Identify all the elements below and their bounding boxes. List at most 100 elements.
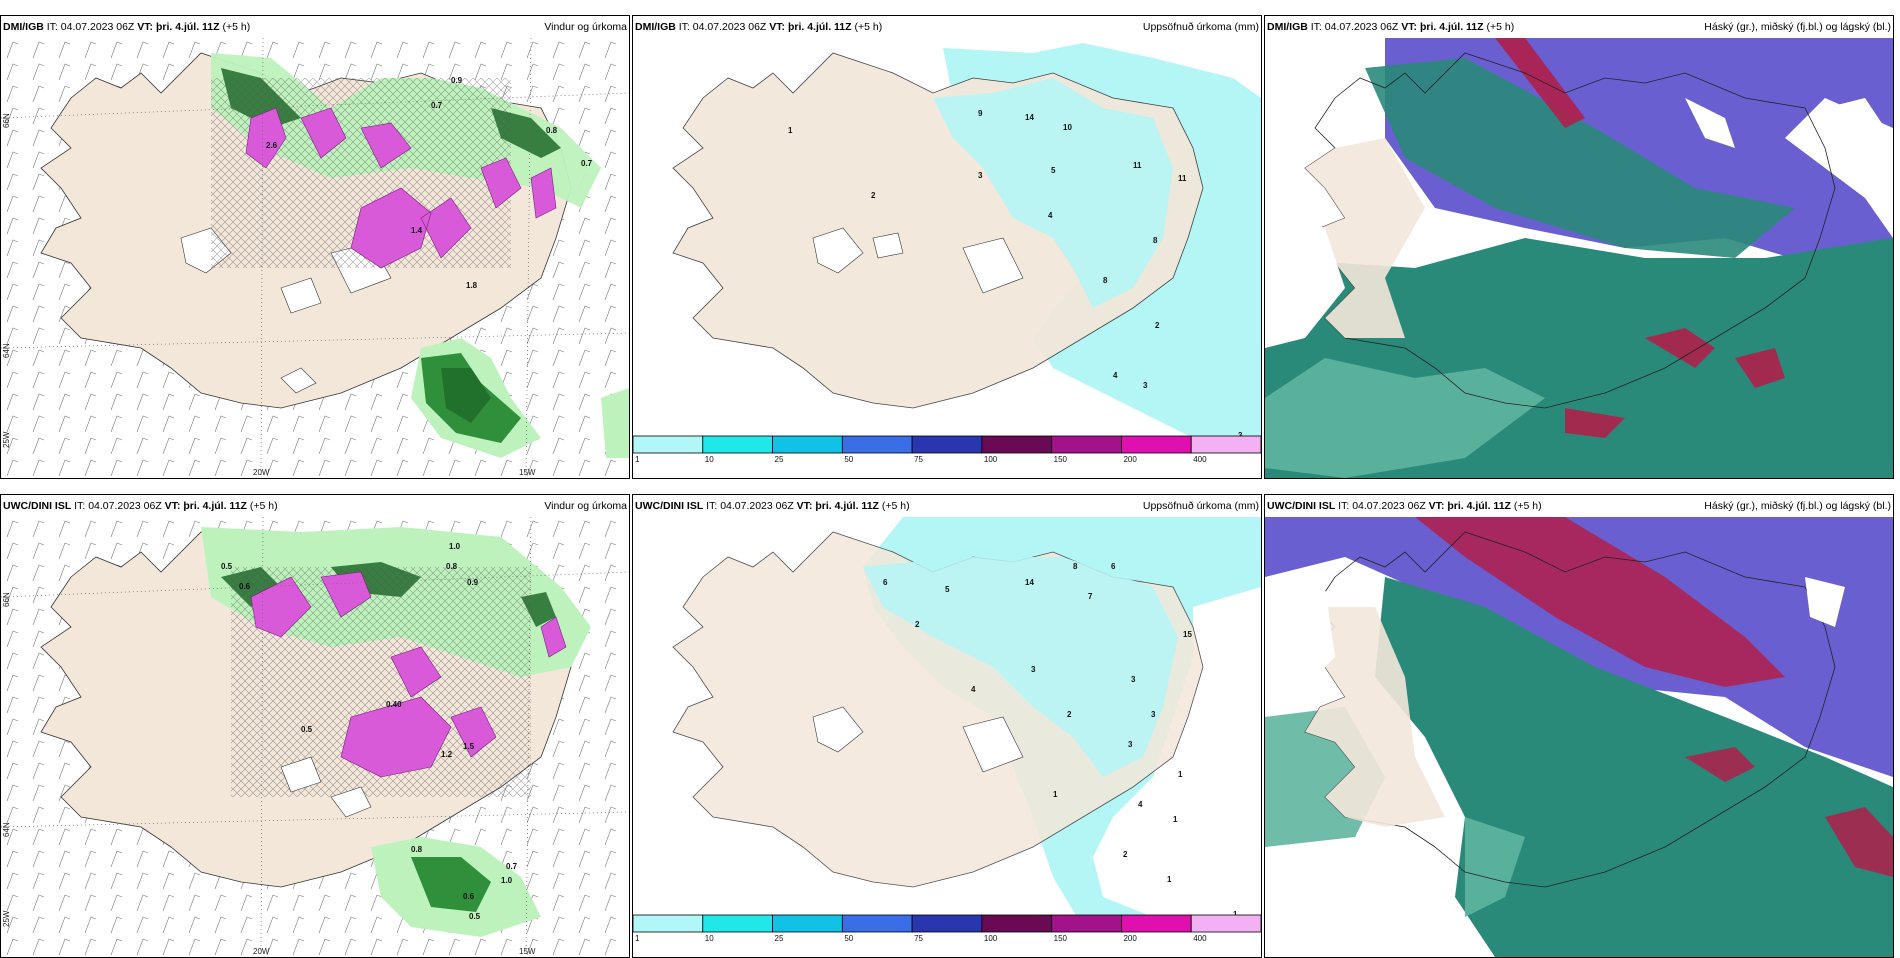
precip-value: 3 [978, 171, 983, 180]
rain-value: 0.7 [581, 159, 593, 168]
precip-value: 8 [1153, 236, 1158, 245]
precip-value: 4 [1138, 800, 1143, 809]
it-value: 04.07.2023 06Z [692, 21, 767, 33]
precip-value: 11 [1178, 174, 1187, 183]
panel-cloud-dmi: DMI/IGB IT: 04.07.2023 06Z VT: þri. 4.jú… [1264, 15, 1894, 479]
panel-header: UWC/DINI ISL IT: 04.07.2023 06Z VT: þri.… [1, 495, 629, 517]
model-name: DMI/IGB [635, 21, 676, 33]
precip-value: 14 [1025, 113, 1034, 122]
lon-label-25: 25W [2, 910, 11, 927]
snow-magenta [245, 107, 557, 269]
colorbar-tick-label: 75 [914, 934, 923, 943]
lat-label-64: 64N [2, 822, 11, 837]
lead-time: (+5 h) [881, 500, 910, 512]
colorbar-tick-label: 400 [1193, 934, 1207, 943]
vt-value: þri. 4.júl. 11Z [155, 21, 220, 33]
it-value: 04.07.2023 06Z [88, 500, 162, 512]
precip-value: 2 [1155, 321, 1160, 330]
vt-value: þri. 4.júl. 11Z [815, 500, 879, 512]
lon-label-25: 25W [2, 431, 11, 448]
rain-value: 1.5 [463, 742, 475, 751]
cloud-high [1265, 517, 1893, 777]
colorbar-swatch [1051, 435, 1122, 454]
precip-value: 5 [945, 585, 950, 594]
precip-value: 3 [1143, 381, 1148, 390]
lead-time: (+5 h) [1513, 500, 1542, 512]
colorbar-tick-label: 1 [635, 455, 640, 464]
it-label: IT: [1310, 21, 1322, 33]
rain-dark-green [411, 857, 491, 912]
panel-wind-dmi: DMI/IGB IT: 04.07.2023 06Z VT: þri. 4.jú… [0, 15, 630, 479]
vt-label: VT: [796, 500, 813, 512]
panel-cloud-uwc: UWC/DINI ISL IT: 04.07.2023 06Z VT: þri.… [1264, 494, 1894, 958]
vt-value: þri. 4.júl. 11Z [787, 21, 852, 33]
clear-white [1265, 577, 1845, 957]
cloud-map [1265, 38, 1893, 478]
colorbar-svg: 1 10 25 50 75 100 150 200 400 [633, 435, 1261, 464]
it-label: IT: [1338, 500, 1350, 512]
precip-value: 1 [1178, 770, 1183, 779]
precip-value: 8 [1073, 562, 1078, 571]
vt-label: VT: [1401, 21, 1418, 33]
colorbar-tick-label: 400 [1193, 455, 1207, 464]
colorbar-tick-label: 100 [984, 455, 998, 464]
colorbar-tick-label: 25 [775, 934, 784, 943]
colorbar-swatch [702, 914, 773, 933]
panel-title: Háský (gr.), miðský (fj.bl.) og lágský (… [1704, 21, 1891, 33]
rain-value: 0.9 [467, 578, 479, 587]
colorbar-tick-label: 200 [1123, 455, 1137, 464]
rain-value: 0.6 [463, 892, 475, 901]
colorbar-swatch [633, 914, 704, 933]
rain-value: 0.5 [221, 562, 233, 571]
cloud-mid-light [1265, 358, 1545, 478]
colorbar-swatch [1121, 435, 1192, 454]
it-label: IT: [74, 500, 86, 512]
colorbar-tick-label: 10 [705, 455, 714, 464]
precip-value: 3 [1151, 710, 1156, 719]
colorbar-swatch [911, 435, 983, 454]
precip-value: 4 [971, 685, 976, 694]
precip-map: 1 2 3 5 4 9 14 10 11 11 8 8 2 4 3 3 [633, 38, 1261, 448]
precip-value: 3 [1238, 431, 1243, 440]
lon-label-20: 20W [253, 947, 270, 956]
colorbar-tick-label: 150 [1054, 455, 1068, 464]
rain-value: 0.40 [386, 700, 402, 709]
panel-header: DMI/IGB IT: 04.07.2023 06Z VT: þri. 4.jú… [1, 16, 629, 38]
precip-value: 1 [1053, 790, 1058, 799]
colorbar-tick-label: 25 [775, 455, 784, 464]
vt-label: VT: [769, 21, 786, 33]
model-name: DMI/IGB [3, 21, 44, 33]
colorbar-swatch [1121, 914, 1192, 933]
precip-value: 2 [1067, 710, 1072, 719]
panel-title: Uppsöfnuð úrkoma (mm) [1142, 21, 1259, 33]
model-name: UWC/DINI ISL [3, 500, 72, 512]
precip-cyan-over-land [863, 557, 1178, 777]
colorbar-tick-label: 100 [984, 934, 998, 943]
lon-label-15: 15W [519, 468, 536, 477]
precip-value: 4 [1048, 211, 1053, 220]
colorbar: 1 10 25 50 75 100 150 200 400 [633, 913, 1261, 943]
precip-value: 3 [1131, 675, 1136, 684]
rain-value: 0.8 [411, 845, 423, 854]
it-value: 04.07.2023 06Z [1324, 21, 1399, 33]
colorbar-swatch [841, 435, 913, 454]
colorbar-swatch [772, 435, 843, 454]
rain-value: 2.6 [266, 141, 278, 150]
lead-time: (+5 h) [249, 500, 278, 512]
precip-value: 6 [883, 578, 888, 587]
vt-label: VT: [1428, 500, 1445, 512]
it-label: IT: [706, 500, 718, 512]
precip-value: 14 [1025, 578, 1034, 587]
precip-value: 10 [1063, 123, 1072, 132]
colorbar-swatch [981, 435, 1053, 454]
precip-value: 3 [1031, 665, 1036, 674]
rain-value: 0.8 [446, 562, 458, 571]
precip-value: 5 [1051, 166, 1056, 175]
precip-value: 6 [1111, 562, 1116, 571]
vt-value: þri. 4.júl. 11Z [1419, 21, 1484, 33]
precip-value: 1 [788, 126, 793, 135]
precip-value: 3 [1128, 740, 1133, 749]
lat-label-64: 64N [2, 343, 11, 358]
land-visible [1305, 138, 1425, 338]
glacier-white [280, 756, 372, 818]
